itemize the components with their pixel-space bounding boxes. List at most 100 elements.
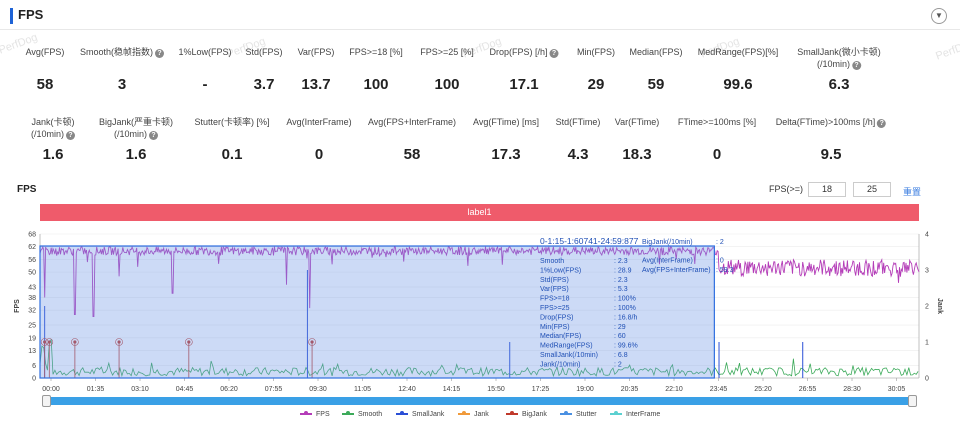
legend-item-stutter[interactable]: Stutter — [560, 411, 597, 418]
stat-value: - — [202, 76, 208, 93]
y-tick-label: 38 — [28, 295, 36, 302]
help-icon[interactable]: ? — [66, 131, 76, 140]
stat-label: Median(FPS) — [629, 47, 683, 57]
bigjank-marker — [310, 340, 314, 344]
stat-value: 4.3 — [567, 146, 589, 163]
x-tick-label: 06:20 — [220, 386, 238, 393]
y2-tick-label: 0 — [925, 376, 929, 383]
y-tick-label: 43 — [28, 284, 36, 291]
stat-value: 58 — [403, 146, 421, 163]
y2-tick-label: 4 — [925, 232, 929, 239]
stat-value: 0.1 — [221, 146, 243, 163]
x-tick-label: 15:50 — [487, 386, 505, 393]
stat-label: Smooth(稳帧指数)? — [80, 46, 165, 58]
bigjank-marker — [43, 340, 47, 344]
legend-swatch — [458, 411, 470, 416]
tooltip-key: Std(FPS) — [540, 277, 569, 284]
tooltip-key: Avg(FPS+InterFrame) — [642, 267, 711, 274]
fps-threshold-input-2[interactable]: 25 — [853, 182, 891, 197]
stat-std-ftime: Std(FTime) 4.3 — [556, 116, 601, 163]
legend-swatch — [396, 411, 408, 416]
x-tick-label: 11:05 — [354, 386, 371, 393]
help-icon[interactable]: ? — [877, 119, 887, 128]
stat-value: 59 — [647, 76, 665, 93]
label-bar[interactable]: label1 — [40, 204, 919, 221]
y-tick-label: 6 — [32, 363, 36, 370]
stat-label: Avg(FPS) — [25, 47, 65, 57]
stat-label: Avg(InterFrame) — [286, 117, 352, 127]
section-title: FPS — [18, 7, 44, 22]
x-tick-label: 23:45 — [710, 386, 728, 393]
stat-value: 58 — [36, 76, 54, 93]
tooltip-value: : 2.3 — [614, 258, 628, 265]
stat-label: Stutter(卡顿率) [%] — [194, 117, 270, 127]
tooltip-key: Jank(/10min) — [540, 361, 580, 368]
y-tick-label: 13 — [28, 348, 36, 355]
legend-label: SmallJank — [412, 411, 445, 418]
stat-label: Jank(卡顿) (/10min)? — [30, 117, 76, 140]
y-axis-title: FPS — [14, 299, 21, 313]
stats-row-1: Avg(FPS) 58 Smooth(稳帧指数)? 3 1%Low(FPS) - Std(F… — [0, 46, 960, 102]
bigjank-marker-ring — [185, 338, 193, 346]
bigjank-marker — [187, 340, 191, 344]
legend-item-jank[interactable]: Jank — [458, 411, 489, 418]
stat-value: 0 — [314, 146, 324, 163]
tooltip-key: 1%Low(FPS) — [540, 267, 581, 274]
fps-chart[interactable]: 0 6 13 19 25 32 38 43 50 56 62 68 0 1 2 3 4 00:00 01:35 03:… — [0, 224, 960, 394]
stat-label: FTime>=100ms [%] — [677, 117, 757, 127]
legend-item-bigjank[interactable]: BigJank — [506, 411, 547, 418]
y-tick-label: 19 — [28, 335, 36, 342]
fps-threshold-input-1[interactable]: 18 — [808, 182, 846, 197]
legend-label: FPS — [316, 411, 330, 418]
tooltip-value: : 5.3 — [614, 286, 628, 293]
y-tick-label: 68 — [28, 232, 36, 239]
stat-jank: Jank(卡顿) (/10min)? 1.6 — [30, 116, 76, 163]
x-tick-label: 01:35 — [87, 386, 105, 393]
legend-item-fps[interactable]: FPS — [300, 411, 330, 418]
legend-item-interframe[interactable]: InterFrame — [610, 411, 660, 418]
legend-item-smooth[interactable]: Smooth — [342, 411, 382, 418]
stat-label: Var(FPS) — [297, 47, 335, 57]
help-icon[interactable]: ? — [155, 49, 165, 58]
stat-var-ftime: Var(FTime) 18.3 — [615, 116, 660, 163]
slider-handle-left[interactable] — [42, 395, 51, 407]
stat-label: FPS>=25 [%] — [420, 47, 474, 57]
tooltip-key: BigJank(/10min) — [642, 239, 693, 246]
chevron-down-icon[interactable]: ▼ — [931, 8, 947, 24]
y-tick-label: 56 — [28, 257, 36, 264]
legend-label: BigJank — [522, 411, 547, 418]
tooltip-value: : 28.9 — [614, 267, 632, 274]
legend-label: InterFrame — [626, 411, 661, 418]
x-tick-label: 17:25 — [532, 386, 550, 393]
x-tick-label: 20:35 — [621, 386, 639, 393]
stat-value: 17.1 — [509, 76, 539, 93]
time-range-slider[interactable] — [43, 397, 917, 405]
tooltip-value: : 0 — [716, 257, 724, 264]
stat-smooth: Smooth(稳帧指数)? 3 — [80, 46, 165, 93]
stat-bigjank: BigJank(严重卡顿) (/10min)? 1.6 — [99, 116, 173, 163]
stat-value: 100 — [363, 76, 389, 93]
stat-smalljank: SmallJank(微小卡顿) (/10min)? 6.3 — [797, 46, 881, 93]
x-tick-label: 09:30 — [309, 386, 327, 393]
stat-drop-fps-h: Drop(FPS) [/h]? 17.1 — [489, 46, 559, 93]
stat-min-fps: Min(FPS) 29 — [577, 46, 615, 93]
reset-button[interactable]: 重置 — [903, 187, 922, 197]
help-icon[interactable]: ? — [549, 49, 559, 58]
slider-handle-right[interactable] — [908, 395, 917, 407]
tooltip-value: : 2 — [614, 361, 622, 368]
stat-medrange-fps: MedRange(FPS)[%] 99.6 — [698, 46, 779, 93]
x-tick-label: 30:05 — [888, 386, 906, 393]
help-icon[interactable]: ? — [852, 61, 862, 70]
stat-label: FPS>=18 [%] — [349, 47, 403, 57]
bigjank-marker — [73, 340, 77, 344]
x-tick-label: 04:45 — [176, 386, 194, 393]
stat-label: 1%Low(FPS) — [178, 47, 232, 57]
tooltip-key: SmallJank(/10min) — [540, 352, 598, 359]
stat-label: SmallJank(微小卡顿) (/10min)? — [797, 47, 881, 70]
stat-avg-fps-interframe: Avg(FPS+InterFrame) 58 — [368, 116, 456, 163]
fps-series-line — [39, 245, 920, 318]
help-icon[interactable]: ? — [149, 131, 159, 140]
stat-label: Avg(FTime) [ms] — [472, 117, 540, 127]
x-tick-label: 19:00 — [576, 386, 594, 393]
legend-item-smalljank[interactable]: SmallJank — [396, 411, 444, 418]
